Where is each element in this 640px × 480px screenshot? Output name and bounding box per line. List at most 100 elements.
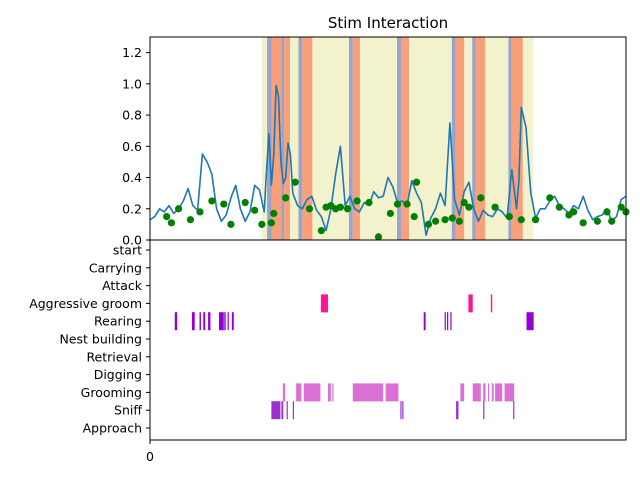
x-tick-label: 0 [146,449,154,464]
marker-point [455,217,463,225]
behavior-event-bar [328,383,331,402]
y-tick-label: 1.2 [122,45,142,60]
stim-on-band [271,37,282,240]
behavior-event-bar [423,312,426,331]
behavior-label: Digging [94,367,142,382]
behavior-label: Retrieval [86,349,142,364]
time-axis: 0 [146,440,154,464]
marker-point [517,216,525,224]
y-tick-label: 0.6 [122,139,142,154]
behavior-event-bar [468,294,473,313]
marker-point [546,194,554,202]
behavior-event-bar [472,383,481,402]
behavior-event-bar [231,312,234,331]
behavior-label: Carrying [89,260,142,275]
behavior-events [174,294,534,420]
behavior-event-bar [282,383,286,402]
marker-point [305,205,314,213]
stim-edge-band [298,37,303,240]
behavior-event-bar [487,383,490,402]
y-tick-label: 0.2 [122,201,142,216]
marker-point [491,203,499,211]
behavior-event-bar [456,401,459,420]
marker-point [186,216,195,224]
stim-on-band [352,37,360,240]
marker-point [441,216,449,224]
timeline-frame [149,239,627,441]
y-axis: 0.0 0.2 0.4 0.6 0.8 1.0 1.2 [122,45,150,248]
marker-point [343,205,352,213]
marker-point [196,208,204,216]
marker-point [174,205,183,213]
stim-on-band [302,37,313,240]
marker-point [403,200,411,208]
signal-series-line [149,84,627,237]
stim-on-band [401,37,409,240]
behavior-timeline-panel: start Carrying Attack Aggressive groom Reari… [29,239,627,464]
marker-point [477,194,485,202]
stim-edge-band [472,37,476,240]
marker-point [432,217,440,225]
marker-point [465,203,473,211]
behavior-event-bar [296,383,302,402]
marker-point [374,233,383,241]
stim-interaction-panel: Stim Interaction 0.0 0.2 0.4 0.6 0.8 1.0 1.2 [122,14,630,248]
behavior-event-bar [490,294,493,313]
behavior-event-bar [219,312,224,331]
behavior-event-bar [224,312,226,331]
marker-point [167,219,176,227]
behavior-event-bar [320,294,329,313]
marker-point [227,220,235,228]
y-tick-label: 0.0 [122,233,142,248]
behavior-event-bar [400,401,402,420]
marker-point [208,197,216,205]
behavior-event-bar [460,383,465,402]
stim-edge-band [348,37,353,240]
marker-point [603,208,611,216]
marker-point [251,206,259,214]
event-markers [163,178,630,241]
behavior-label: start [113,243,142,258]
marker-point [317,227,325,235]
marker-point [412,178,421,186]
behavior-event-bar [208,312,211,331]
behavior-event-bar [483,383,486,402]
stim-on-band [511,37,523,240]
y-tick-label: 0.4 [122,170,142,185]
marker-point [282,194,290,202]
marker-point [336,203,344,211]
marker-point [608,217,616,225]
stim-edge-band [508,37,512,240]
marker-point [241,198,249,207]
behavior-event-bar [281,401,284,420]
behavior-event-bar [352,383,384,402]
stim-edge-band [451,37,456,240]
behavior-event-bar [286,401,288,420]
marker-point [353,197,361,205]
signal-line [149,84,627,237]
marker-point [220,200,228,208]
marker-point [410,212,418,221]
behavior-event-bar [444,312,446,331]
marker-point [448,214,456,222]
behavior-axis: start Carrying Attack Aggressive groom Reari… [29,243,150,436]
behavior-event-bar [483,401,485,420]
stim-on-band [475,37,486,240]
behavior-event-bar [495,383,503,402]
y-tick-label: 0.8 [122,108,142,123]
behavior-label: Grooming [81,385,142,400]
stim-on-band [455,37,465,240]
marker-point [258,220,266,228]
behavior-event-bar [491,383,494,402]
behavior-event-bar [450,312,452,331]
marker-point [267,219,275,227]
behavior-event-bar [332,383,334,402]
stim-edge-band [397,37,402,240]
marker-point [424,220,433,228]
marker-point [291,178,299,186]
marker-point [270,209,278,218]
behavior-label: Aggressive groom [29,296,142,311]
marker-point [460,198,468,207]
marker-point [393,200,402,208]
